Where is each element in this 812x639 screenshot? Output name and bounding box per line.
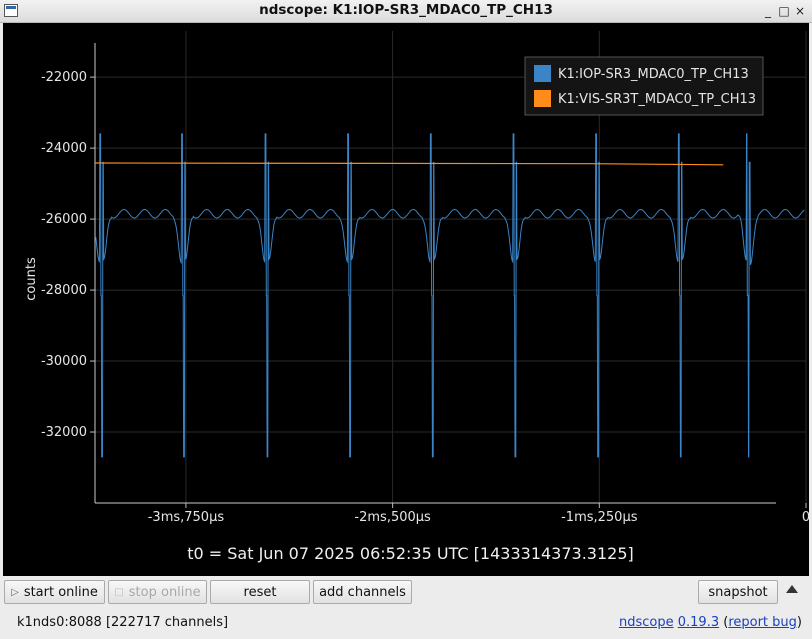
y-tick-label: -32000 bbox=[41, 425, 87, 440]
y-tick-label: -26000 bbox=[41, 212, 87, 227]
legend-swatch bbox=[534, 90, 551, 107]
series-line-vis-sr3t bbox=[94, 162, 724, 166]
stop-online-label: stop online bbox=[128, 584, 201, 600]
x-tick-label: -3ms,750µs bbox=[148, 510, 225, 525]
collapse-arrow-icon[interactable] bbox=[786, 585, 798, 593]
start-online-label: start online bbox=[23, 584, 98, 600]
legend-swatch bbox=[534, 65, 551, 82]
x-tick-label: -2ms,500µs bbox=[354, 510, 431, 525]
y-tick-label: -28000 bbox=[41, 283, 87, 298]
y-tick-label: -30000 bbox=[41, 354, 87, 369]
version-info: ndscope 0.19.3 (report bug) bbox=[618, 615, 802, 630]
legend-label: K1:IOP-SR3_MDAC0_TP_CH13 bbox=[558, 67, 749, 82]
channel-count: [222717 channels] bbox=[105, 615, 229, 630]
version-link[interactable]: 0.19.3 bbox=[677, 615, 720, 630]
server-address: k1nds0:8088 bbox=[17, 615, 102, 630]
x-tick-label: 0 bbox=[802, 510, 809, 525]
t0-label: t0 = Sat Jun 07 2025 06:52:35 UTC [14333… bbox=[187, 544, 634, 563]
plot-area[interactable]: -22000 -24000 -26000 -28000 -30000 -32000 -3ms… bbox=[3, 23, 809, 576]
x-tick-label: -1ms,250µs bbox=[561, 510, 638, 525]
axes: -22000 -24000 -26000 -28000 -30000 -32000 -3ms… bbox=[24, 43, 809, 525]
report-bug-link[interactable]: report bug bbox=[728, 615, 797, 630]
stop-online-button[interactable]: □ stop online bbox=[108, 580, 207, 604]
reset-button[interactable]: reset bbox=[210, 580, 310, 604]
server-status: k1nds0:8088 [222717 channels] bbox=[17, 615, 228, 630]
snapshot-button[interactable]: snapshot bbox=[698, 580, 778, 604]
window-menu-icon[interactable] bbox=[4, 4, 18, 17]
start-online-button[interactable]: ▷ start online bbox=[4, 580, 105, 604]
window-title: ndscope: K1:IOP-SR3_MDAC0_TP_CH13 bbox=[259, 2, 553, 18]
y-tick-label: -22000 bbox=[41, 70, 87, 85]
plot-svg[interactable]: -22000 -24000 -26000 -28000 -30000 -32000 -3ms… bbox=[3, 23, 809, 576]
y-axis-label: counts bbox=[24, 257, 39, 301]
toolbar: ▷ start online □ stop online reset add c… bbox=[0, 577, 812, 607]
grid bbox=[95, 31, 807, 503]
stop-icon: □ bbox=[114, 586, 124, 598]
y-tick-label: -24000 bbox=[41, 141, 87, 156]
series bbox=[94, 133, 805, 458]
legend: K1:IOP-SR3_MDAC0_TP_CH13 K1:VIS-SR3T_MDAC… bbox=[524, 56, 764, 116]
close-button[interactable]: × bbox=[794, 4, 806, 18]
ndscope-link[interactable]: ndscope bbox=[618, 615, 674, 630]
legend-box bbox=[524, 56, 764, 116]
add-channels-button[interactable]: add channels bbox=[313, 580, 412, 604]
title-bar: ndscope: K1:IOP-SR3_MDAC0_TP_CH13 _ □ × bbox=[0, 0, 812, 23]
play-icon: ▷ bbox=[11, 586, 19, 598]
status-bar: k1nds0:8088 [222717 channels] ndscope 0.… bbox=[0, 609, 812, 637]
minimize-button[interactable]: _ bbox=[765, 4, 771, 18]
series-line-iop-sr3 bbox=[95, 133, 805, 458]
legend-label: K1:VIS-SR3T_MDAC0_TP_CH13 bbox=[558, 92, 756, 107]
maximize-button[interactable]: □ bbox=[778, 4, 790, 18]
